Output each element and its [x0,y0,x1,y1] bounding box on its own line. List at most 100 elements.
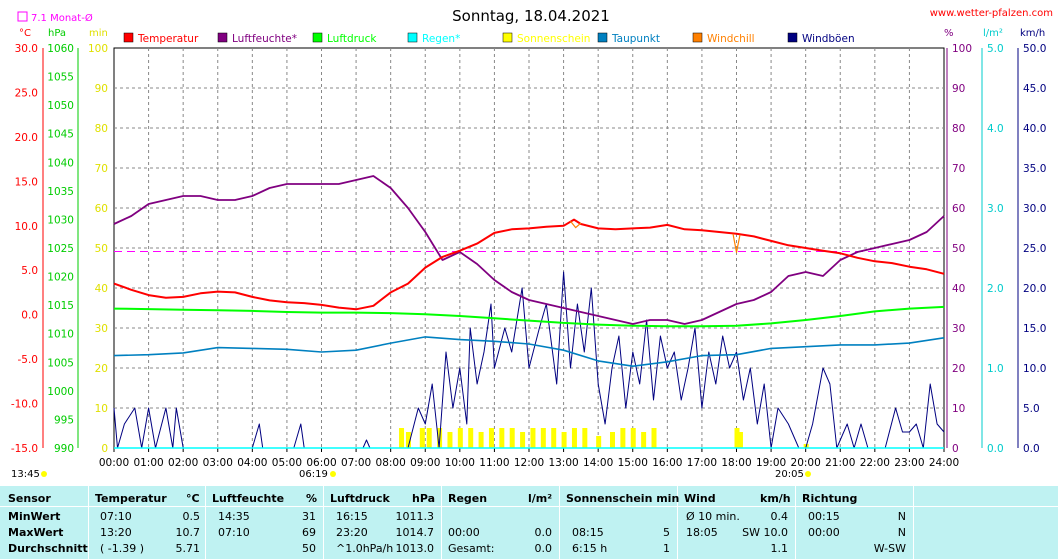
sunshine-axis-tick-label: 80 [95,123,108,135]
humidity-axis-tick-label: 90 [952,83,965,95]
direction-value: N [898,510,906,523]
temp-time: 13:20 [100,526,132,539]
humidity-axis-tick-label: 0 [952,443,959,455]
pressure-axis-tick-label: 1060 [47,43,74,55]
sunshine-bar [631,428,636,448]
pressure-unit-label: hPa [48,28,66,39]
wind-axis-tick-label: 5.0 [1023,403,1040,415]
x-tick-label: 02:00 [168,457,198,469]
pressure-axis-tick-label: 990 [54,443,74,455]
sunshine-bar [582,428,587,448]
rain-axis-tick-label: 5.0 [987,43,1004,55]
x-tick-label: 23:00 [894,457,924,469]
wind-label: 18:05 [686,526,718,539]
humidity-axis-tick-label: 100 [952,43,972,55]
header-rain-unit: l/m² [528,492,552,505]
temp-time: 07:10 [100,510,132,523]
x-tick-label: 19:00 [756,457,786,469]
pressure-axis-tick-label: 1025 [47,243,74,255]
sunshine-bar [562,432,567,448]
x-tick-label: 14:00 [583,457,613,469]
sunshine-bar [458,428,463,448]
legend-swatch [788,33,797,42]
temperature-axis-tick-label: 30.0 [15,43,38,55]
header-pressure-unit: hPa [412,492,435,505]
wind-axis-tick-label: 40.0 [1023,123,1046,135]
x-tick-label: 06:00 [306,457,336,469]
header-wind-unit: km/h [760,492,791,505]
sunshine-axis-tick-label: 0 [101,443,108,455]
sunshine-bar [596,436,601,448]
sunshine-bar [489,428,494,448]
pressure-axis-tick-label: 1045 [47,129,74,141]
direction-time: 00:15 [808,510,840,523]
pressure-value: 1014.7 [396,526,435,539]
wind-axis-tick-label: 20.0 [1023,283,1046,295]
legend-swatch [313,33,322,42]
rain-axis-tick-label: 0.0 [987,443,1004,455]
header-rain: Regen [448,492,487,505]
humidity-time: 07:10 [218,526,250,539]
sunshine-axis-tick-label: 30 [95,323,108,335]
month-avg-label: 7.1 Monat-Ø [31,12,93,24]
humidity-value: 69 [302,526,316,539]
sunshine-bar [641,432,646,448]
legend-label: Taupunkt [611,33,660,45]
x-tick-label: 05:00 [272,457,302,469]
header-temperature-unit: °C [186,492,200,505]
x-tick-label: 20:00 [791,457,821,469]
sunrise-sun-icon [330,471,336,477]
pressure-time: ^1.0hPa/h [336,542,393,555]
pressure-axis-tick-label: 1050 [47,100,74,112]
sunshine-axis-tick-label: 60 [95,203,108,215]
pressure-axis-tick-label: 1055 [47,72,74,84]
x-tick-label: 11:00 [479,457,509,469]
sunshine-bar [520,432,525,448]
sunshine-bar [530,428,535,448]
wind-axis-tick-label: 10.0 [1023,363,1046,375]
sunshine-axis-tick-label: 90 [95,83,108,95]
x-tick-label: 00:00 [99,457,129,469]
wind-axis-tick-label: 35.0 [1023,163,1046,175]
sunshine-bar [551,428,556,448]
rain-unit-label: l/m² [983,28,1003,39]
temp-value: 0.5 [183,510,201,523]
legend-swatch [218,33,227,42]
wind-axis-tick-label: 50.0 [1023,43,1046,55]
x-tick-label: 08:00 [376,457,406,469]
sunshine-bar [399,428,404,448]
temperature-axis-tick-label: 15.0 [15,176,38,188]
legend-swatch [693,33,702,42]
pressure-value: 1011.3 [396,510,435,523]
sunshine-bar [610,432,615,448]
sunshine-axis-tick-label: 70 [95,163,108,175]
header-humidity: Luftfeuchte [212,492,284,505]
rain-axis-tick-label: 2.0 [987,283,1004,295]
header-pressure: Luftdruck [330,492,390,505]
rain-axis-tick-label: 4.0 [987,123,1004,135]
sunshine-bar [420,428,425,448]
sunshine-time: 6:15 h [572,542,607,555]
x-tick-label: 15:00 [618,457,648,469]
pressure-axis-tick-label: 1005 [47,357,74,369]
humidity-axis-tick-label: 80 [952,123,965,135]
legend-swatch [124,33,133,42]
sunshine-axis-tick-label: 50 [95,243,108,255]
x-tick-label: 04:00 [237,457,267,469]
wind-label: Ø 10 min. [686,510,740,523]
pressure-axis-tick-label: 1040 [47,157,74,169]
pressure-time: 23:20 [336,526,368,539]
sunshine-bar [541,428,546,448]
humidity-axis-tick-label: 20 [952,363,965,375]
x-tick-label: 22:00 [860,457,890,469]
sunshine-unit-label: min [89,28,108,39]
wind-axis-tick-label: 25.0 [1023,243,1046,255]
start-time-label: 13:45 [11,469,40,480]
x-tick-label: 24:00 [929,457,959,469]
temperature-axis-tick-label: 0.0 [21,310,38,322]
weather-chart: Sonntag, 18.04.2021 www.wetter-pfalzen.c… [0,0,1058,486]
direction-value: W-SW [874,542,906,555]
temp-value: 10.7 [176,526,201,539]
start-sun-icon [41,471,47,477]
temperature-axis-tick-label: -10.0 [11,399,38,411]
